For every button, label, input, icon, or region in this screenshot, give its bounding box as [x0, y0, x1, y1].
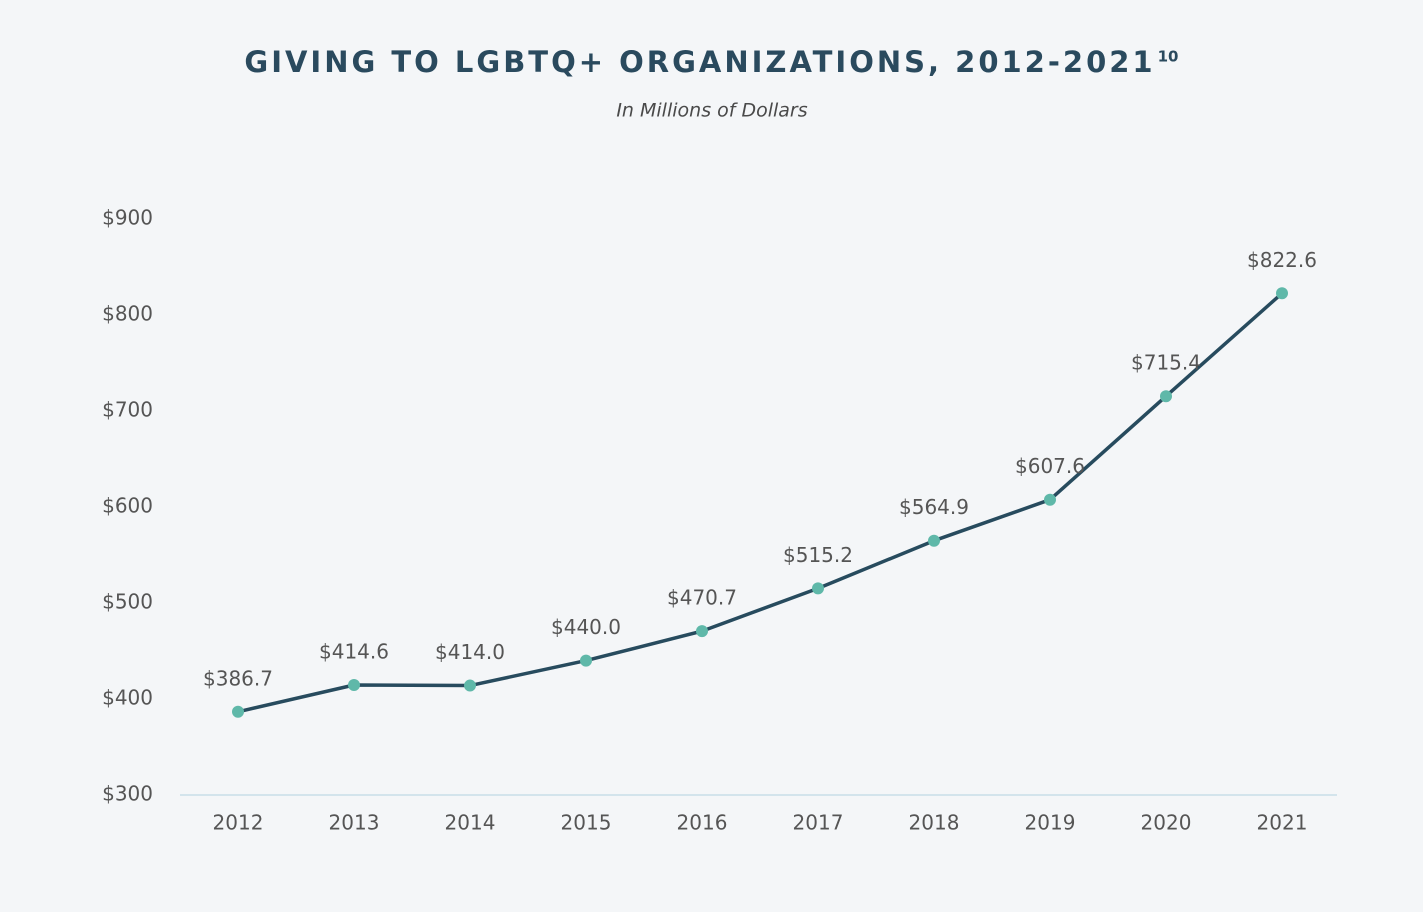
x-tick-label: 2021	[1257, 811, 1308, 835]
data-label: $440.0	[551, 615, 621, 639]
point	[696, 625, 708, 638]
y-tick-label: $900	[102, 206, 153, 230]
point	[1160, 390, 1172, 403]
title-superscript: 10	[1158, 48, 1179, 66]
x-tick-label: 2015	[561, 811, 612, 835]
data-label: $414.0	[435, 640, 505, 664]
y-tick-label: $700	[102, 398, 153, 422]
x-tick-label: 2013	[329, 811, 380, 835]
chart-subtitle: In Millions of Dollars	[616, 100, 807, 122]
x-tick-label: 2018	[909, 811, 960, 835]
point	[1276, 287, 1288, 300]
y-tick-label: $300	[102, 782, 153, 806]
x-tick-label: 2017	[793, 811, 844, 835]
point	[348, 678, 360, 691]
point	[1044, 493, 1056, 506]
y-tick-label: $500	[102, 590, 153, 614]
chart-title: GIVING TO LGBTQ+ ORGANIZATIONS, 2012-202…	[244, 45, 1155, 79]
data-label: $470.7	[667, 586, 737, 610]
data-label: $564.9	[899, 495, 969, 519]
x-tick-label: 2020	[1141, 811, 1192, 835]
y-tick-label: $800	[102, 302, 153, 326]
x-tick-label: 2014	[445, 811, 496, 835]
line	[237, 291, 1284, 714]
y-tick-label: $600	[102, 494, 153, 518]
data-label: $414.6	[319, 639, 389, 663]
point	[232, 705, 244, 718]
x-tick-label: 2016	[677, 811, 728, 835]
point	[928, 534, 940, 547]
y-tick-label: $400	[102, 686, 153, 710]
data-label: $822.6	[1247, 248, 1317, 272]
data-label: $386.7	[203, 666, 273, 690]
x-tick-label: 2012	[213, 811, 264, 835]
point	[812, 582, 824, 595]
x-tick-label: 2019	[1025, 811, 1076, 835]
data-label: $515.2	[783, 543, 853, 567]
data-label: $607.6	[1015, 454, 1085, 478]
point	[580, 654, 592, 667]
data-label: $715.4	[1131, 351, 1201, 375]
point	[464, 679, 476, 692]
